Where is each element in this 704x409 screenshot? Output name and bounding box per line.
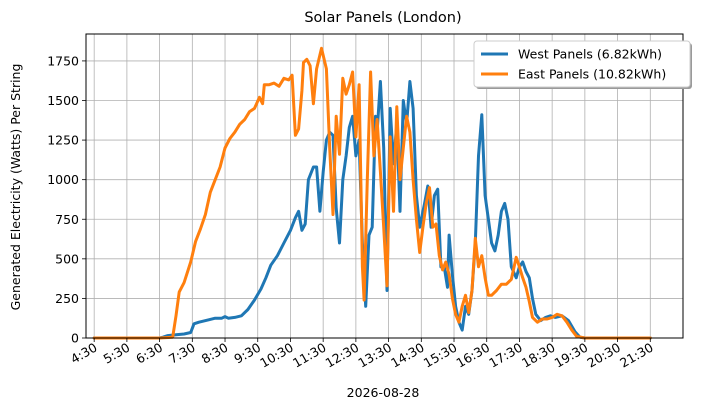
- y-axis-label: Generated Electricity (Watts) Per String: [8, 64, 23, 311]
- x-tick-label: 10:30: [257, 340, 296, 371]
- x-tick-label: 18:30: [519, 340, 558, 371]
- x-tick-label: 12:30: [323, 340, 362, 371]
- y-tick-label: 0: [71, 331, 79, 346]
- legend: West Panels (6.82kWh) East Panels (10.82k…: [473, 40, 692, 89]
- y-tick-label: 250: [55, 291, 79, 306]
- x-tick-label: 7:30: [166, 340, 198, 367]
- y-tick-label: 500: [55, 251, 79, 266]
- plot-frame: [85, 33, 684, 339]
- y-tick-label: 1000: [47, 172, 79, 187]
- x-tick-label: 8:30: [199, 340, 231, 367]
- x-tick-label: 17:30: [486, 340, 525, 371]
- x-tick-label: 15:30: [421, 340, 460, 371]
- y-tick-label: 1250: [47, 133, 79, 148]
- series-line-west-panels: [92, 80, 652, 340]
- x-tick-label: 14:30: [388, 340, 427, 371]
- legend-box: [473, 40, 691, 88]
- x-axis-label: 2026-08-28: [347, 385, 420, 400]
- y-tick-label: 750: [55, 212, 79, 227]
- x-tick-label: 11:30: [290, 340, 329, 371]
- x-tick-label: 5:30: [101, 340, 133, 367]
- x-tick-label: 20:30: [584, 340, 623, 371]
- x-tick-label: 6:30: [133, 340, 165, 367]
- x-axis: 4:30 5:30 6:30 7:30 8:30 9:3010:3011:3012:301…: [68, 338, 656, 371]
- y-tick-label: 1750: [47, 53, 79, 68]
- x-tick-label: 9:30: [231, 340, 263, 367]
- y-axis: 0 250 500 750 1000 1250 1500 1750: [47, 53, 86, 346]
- legend-entry-label: West Panels (6.82kWh): [518, 47, 662, 62]
- chart-title: Solar Panels (London): [304, 10, 461, 26]
- x-tick-label: 19:30: [552, 340, 591, 371]
- x-tick-label: 21:30: [617, 340, 656, 371]
- x-tick-label: 13:30: [355, 340, 394, 371]
- series-layer: [92, 46, 652, 340]
- x-tick-label: 16:30: [454, 340, 493, 371]
- series-line-east-panels: [92, 46, 652, 340]
- y-tick-label: 1500: [47, 93, 79, 108]
- legend-entry-label: East Panels (10.82kWh): [518, 67, 666, 82]
